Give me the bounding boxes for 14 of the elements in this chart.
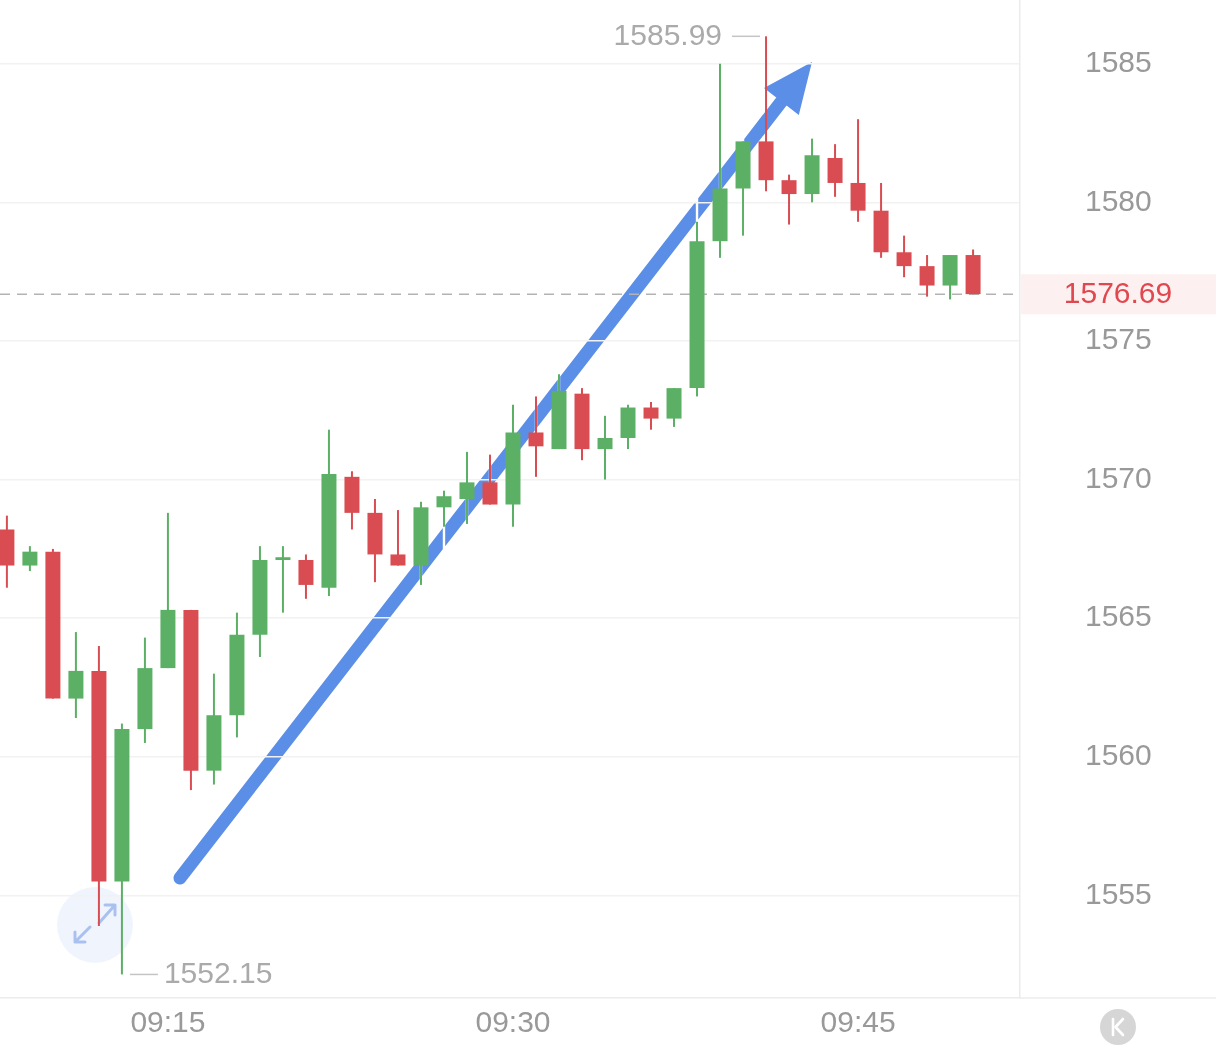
y-tick-label: 1570: [1085, 460, 1152, 494]
x-tick-label: 09:45: [820, 1005, 896, 1039]
y-tick-label: 1580: [1085, 183, 1152, 217]
candlestick: [275, 546, 291, 613]
y-tick-label: 1555: [1085, 876, 1152, 910]
ref-line-label: 1576.69: [1063, 276, 1173, 310]
annotation: 1585.99: [613, 17, 723, 51]
y-tick-label: 1575: [1085, 322, 1152, 356]
y-tick-label: 1585: [1085, 45, 1152, 79]
annotation: 1552.15: [163, 955, 273, 989]
y-tick-label: 1560: [1085, 738, 1152, 772]
y-tick-label: 1565: [1085, 599, 1152, 633]
x-tick-label: 09:15: [130, 1005, 206, 1039]
x-tick-label: 09:30: [475, 1005, 551, 1039]
